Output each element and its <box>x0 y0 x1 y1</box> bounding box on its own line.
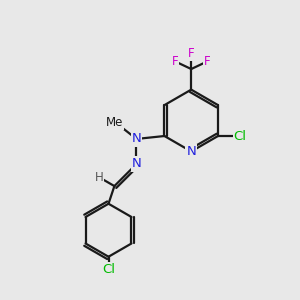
Text: H: H <box>95 171 103 184</box>
Text: F: F <box>172 55 178 68</box>
Text: N: N <box>132 133 141 146</box>
Text: Me: Me <box>106 116 123 129</box>
Text: F: F <box>188 47 194 60</box>
Text: Cl: Cl <box>234 130 247 142</box>
Text: N: N <box>132 158 141 170</box>
Text: F: F <box>204 55 211 68</box>
Text: Cl: Cl <box>102 263 115 277</box>
Text: N: N <box>186 145 196 158</box>
